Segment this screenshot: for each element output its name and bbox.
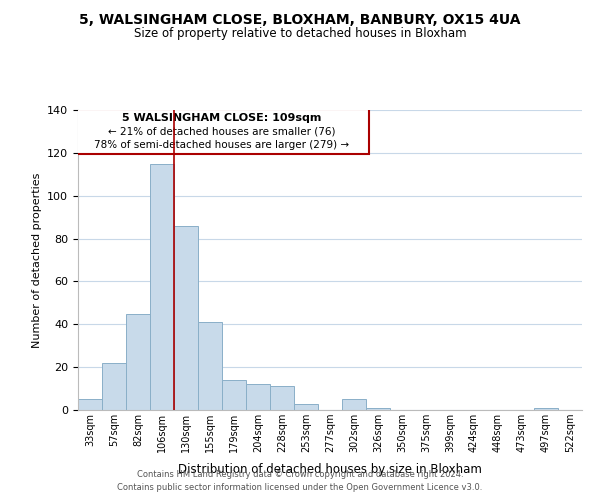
Text: 5, WALSINGHAM CLOSE, BLOXHAM, BANBURY, OX15 4UA: 5, WALSINGHAM CLOSE, BLOXHAM, BANBURY, O… — [79, 12, 521, 26]
Bar — [342, 400, 366, 410]
Text: 5 WALSINGHAM CLOSE: 109sqm: 5 WALSINGHAM CLOSE: 109sqm — [122, 112, 322, 122]
Bar — [246, 384, 270, 410]
Bar — [534, 408, 558, 410]
Text: Size of property relative to detached houses in Bloxham: Size of property relative to detached ho… — [134, 28, 466, 40]
Text: Contains public sector information licensed under the Open Government Licence v3: Contains public sector information licen… — [118, 484, 482, 492]
FancyBboxPatch shape — [76, 108, 368, 154]
Bar — [102, 363, 126, 410]
Bar — [270, 386, 294, 410]
Bar — [174, 226, 198, 410]
Bar — [366, 408, 390, 410]
Text: 78% of semi-detached houses are larger (279) →: 78% of semi-detached houses are larger (… — [94, 140, 350, 150]
Bar — [294, 404, 318, 410]
Text: Contains HM Land Registry data © Crown copyright and database right 2024.: Contains HM Land Registry data © Crown c… — [137, 470, 463, 479]
Bar — [222, 380, 246, 410]
Text: ← 21% of detached houses are smaller (76): ← 21% of detached houses are smaller (76… — [108, 126, 336, 136]
X-axis label: Distribution of detached houses by size in Bloxham: Distribution of detached houses by size … — [178, 464, 482, 476]
Y-axis label: Number of detached properties: Number of detached properties — [32, 172, 41, 348]
Bar — [126, 314, 150, 410]
Bar — [198, 322, 222, 410]
Bar — [78, 400, 102, 410]
Bar — [150, 164, 174, 410]
